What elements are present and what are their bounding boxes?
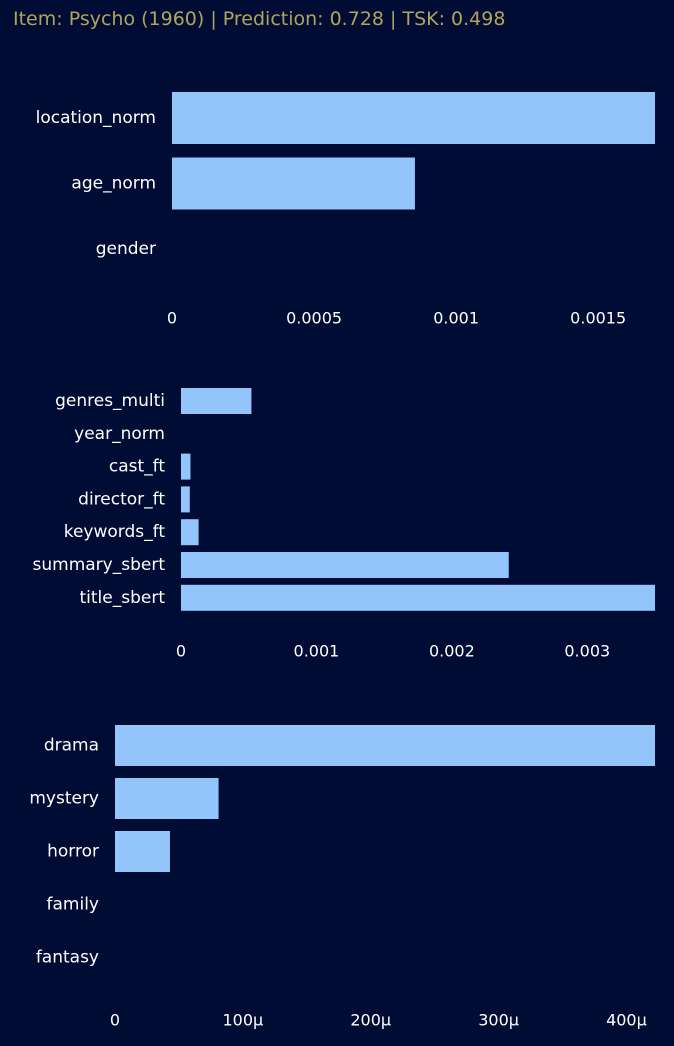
x-tick-label: 200μ	[350, 1011, 391, 1030]
x-tick-label: 0	[176, 642, 186, 661]
bar-mystery	[115, 778, 219, 819]
category-label-keywords-ft: keywords_ft	[64, 522, 166, 542]
bar-director-ft	[181, 486, 190, 513]
category-label-age-norm: age_norm	[71, 174, 156, 194]
category-label-location-norm: location_norm	[36, 108, 156, 128]
x-tick-label: 300μ	[478, 1011, 519, 1030]
x-tick-label: 0	[167, 309, 177, 328]
bar-genres-multi	[181, 388, 252, 414]
x-tick-label: 0	[110, 1011, 120, 1030]
bar-horror	[115, 831, 170, 872]
category-label-summary-sbert: summary_sbert	[33, 555, 166, 575]
category-label-mystery: mystery	[29, 789, 99, 809]
x-tick-label: 0.001	[433, 309, 479, 328]
bar-age-norm	[172, 157, 415, 210]
category-label-horror: horror	[47, 842, 99, 862]
bar-summary-sbert	[181, 552, 509, 578]
category-label-genres-multi: genres_multi	[55, 391, 165, 411]
x-tick-label: 0.003	[564, 642, 610, 661]
category-label-director-ft: director_ft	[78, 489, 165, 509]
x-tick-label: 0.0015	[570, 309, 626, 328]
x-tick-label: 400μ	[606, 1011, 647, 1030]
chart-item-features: genres_multi year_norm cast_ft director_ftk…	[33, 388, 655, 661]
category-label-fantasy: fantasy	[36, 948, 99, 968]
x-tick-label: 0.0005	[286, 309, 342, 328]
bar-location-norm	[172, 92, 655, 144]
category-label-cast-ft: cast_ft	[109, 457, 165, 477]
bar-keywords-ft	[181, 519, 199, 546]
category-label-gender: gender	[96, 239, 156, 259]
bar-drama	[115, 725, 655, 766]
bar-cast-ft	[181, 453, 191, 480]
category-label-family: family	[47, 895, 99, 915]
category-label-drama: drama	[44, 736, 99, 756]
category-label-title-sbert: title_sbert	[80, 588, 166, 608]
category-label-year-norm: year_norm	[74, 424, 165, 444]
chart-title: Item: Psycho (1960) | Prediction: 0.728 …	[13, 8, 506, 30]
x-tick-label: 0.001	[294, 642, 340, 661]
chart-genre-features: drama mystery horror family fantasy 0 100μ 200μ…	[29, 725, 655, 1030]
x-tick-label: 100μ	[222, 1011, 263, 1030]
x-tick-label: 0.002	[429, 642, 475, 661]
bar-title-sbert	[181, 584, 655, 611]
